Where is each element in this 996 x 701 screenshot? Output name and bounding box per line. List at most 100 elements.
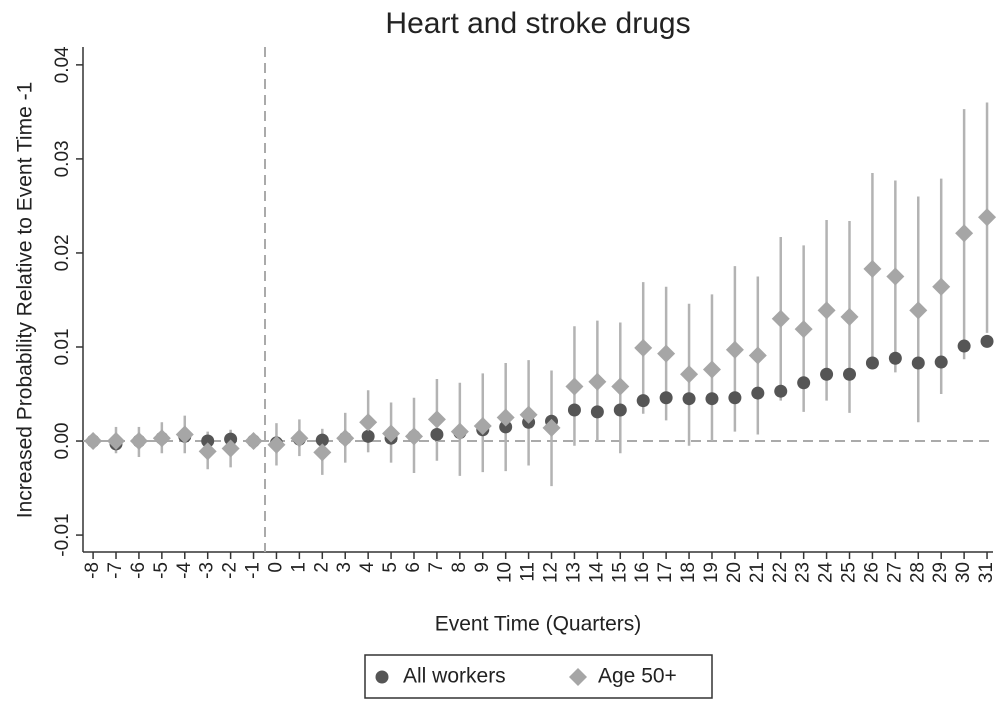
circle-marker — [499, 420, 513, 434]
circle-marker — [201, 434, 215, 448]
x-tick-label: 2 — [311, 562, 332, 573]
diamond-marker — [657, 344, 676, 363]
circle-marker — [957, 339, 971, 353]
x-tick-label: 29 — [930, 562, 951, 583]
x-tick-label: 5 — [380, 562, 401, 573]
x-tick-label: 28 — [907, 562, 928, 583]
x-tick-label: 22 — [770, 562, 791, 583]
x-tick-label: 17 — [655, 562, 676, 583]
x-tick-label: 30 — [953, 562, 974, 583]
diamond-marker — [473, 416, 492, 435]
diamond-marker — [519, 405, 538, 424]
x-tick-label: 24 — [816, 562, 837, 584]
diamond-marker — [978, 208, 996, 227]
circle-marker — [705, 392, 719, 406]
x-tick-label: -7 — [105, 562, 126, 579]
diamond-marker — [932, 277, 951, 296]
diamond-marker — [794, 320, 813, 339]
x-tick-label: -5 — [151, 562, 172, 579]
diamond-marker — [542, 418, 561, 437]
diamond-marker — [382, 424, 401, 443]
diamond-marker — [634, 338, 653, 357]
y-tick-label: 0.04 — [52, 46, 73, 83]
diamond-marker — [817, 301, 836, 320]
circle-marker — [682, 392, 696, 406]
circle-marker — [567, 403, 581, 417]
diamond-marker — [84, 432, 103, 451]
diamond-marker — [221, 439, 240, 458]
x-tick-label: 9 — [472, 562, 493, 573]
diamond-marker — [427, 410, 446, 429]
diamond-marker — [129, 432, 148, 451]
diamond-marker — [955, 224, 974, 243]
diamond-marker — [313, 443, 332, 462]
diamond-marker — [748, 346, 767, 365]
x-tick-label: -6 — [128, 562, 149, 579]
x-tick-label: 23 — [793, 562, 814, 583]
circle-marker — [315, 433, 329, 447]
circle-marker — [820, 367, 834, 381]
x-tick-label: 25 — [839, 562, 860, 583]
x-tick-label: 10 — [495, 562, 516, 583]
diamond-marker — [267, 435, 286, 454]
x-tick-label: -3 — [197, 562, 218, 579]
diamond-marker — [725, 340, 744, 359]
diamond-marker — [404, 427, 423, 446]
diamond-marker — [909, 301, 928, 320]
x-tick-label: 19 — [701, 562, 722, 583]
diamond-marker — [290, 429, 309, 448]
diamond-marker — [569, 668, 587, 686]
circle-marker — [613, 403, 627, 417]
diamond-marker — [175, 425, 194, 444]
x-tick-label: -8 — [82, 562, 103, 579]
x-tick-label: 20 — [724, 562, 745, 583]
y-tick-label: 0.00 — [52, 423, 73, 460]
y-tick-label: 0.01 — [52, 328, 73, 365]
diamond-marker — [336, 429, 355, 448]
circle-marker — [751, 386, 765, 400]
x-tick-label: 13 — [563, 562, 584, 583]
x-tick-label: 4 — [357, 562, 378, 573]
diamond-marker — [359, 413, 378, 432]
diamond-marker — [886, 267, 905, 286]
x-tick-label: 21 — [747, 562, 768, 583]
circle-marker — [865, 356, 879, 370]
circle-marker — [980, 334, 994, 348]
diamond-marker — [107, 432, 126, 451]
x-tick-label: 12 — [541, 562, 562, 583]
x-tick-label: 6 — [403, 562, 424, 573]
x-tick-label: 14 — [586, 562, 607, 584]
x-tick-label: -4 — [174, 562, 195, 579]
x-tick-label: 18 — [678, 562, 699, 583]
circle-marker — [934, 355, 948, 369]
circle-marker — [361, 429, 375, 443]
x-tick-label: 16 — [632, 562, 653, 583]
diamond-marker — [244, 432, 263, 451]
x-tick-label: -2 — [220, 562, 241, 579]
diamond-marker — [611, 377, 630, 396]
chart-title: Heart and stroke drugs — [385, 7, 690, 40]
legend-box — [364, 654, 713, 699]
circle-marker — [911, 356, 925, 370]
circle-marker — [224, 432, 238, 446]
y-tick-label: -0.01 — [52, 513, 73, 556]
x-tick-label: 1 — [288, 562, 309, 573]
x-tick-label: 27 — [884, 562, 905, 583]
x-axis-label: Event Time (Quarters) — [435, 613, 642, 636]
legend-label: All workers — [403, 665, 506, 688]
circle-marker — [636, 394, 650, 408]
diamond-marker — [152, 429, 171, 448]
diamond-marker — [565, 377, 584, 396]
x-tick-label: 8 — [449, 562, 470, 573]
y-tick-label: 0.02 — [52, 234, 73, 271]
circle-marker — [590, 405, 604, 419]
circle-marker — [774, 384, 788, 398]
x-tick-label: 7 — [426, 562, 447, 573]
y-axis-label: Increased Probability Relative to Event … — [14, 82, 37, 519]
x-tick-label: 31 — [976, 562, 996, 583]
legend-label: Age 50+ — [598, 665, 677, 688]
circle-marker — [728, 391, 742, 405]
x-tick-label: -1 — [243, 562, 264, 579]
circle-marker — [888, 351, 902, 365]
